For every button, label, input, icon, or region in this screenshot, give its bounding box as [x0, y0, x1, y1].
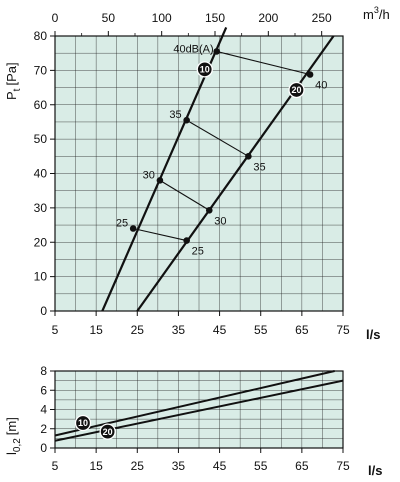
sound-label-10: 35 — [169, 109, 181, 121]
sound-label-20: 30 — [214, 215, 226, 227]
sound-level-line — [186, 119, 249, 157]
y-tick-label: 0 — [40, 304, 47, 318]
throw-y-axis-label: l0,2[m] — [4, 417, 23, 455]
sound-level-line — [133, 227, 187, 242]
sound-label-10: 25 — [116, 218, 128, 230]
y-tick-label: 40 — [34, 167, 48, 181]
x-tick-label: 65 — [295, 459, 309, 473]
y-tick-label: 20 — [34, 235, 48, 249]
series-badge-20-marker — [99, 423, 116, 440]
x-tick-label: 35 — [172, 323, 186, 337]
series-group — [101, 26, 335, 312]
series-line-20 — [136, 35, 335, 312]
y-tick-label: 6 — [40, 383, 47, 397]
series-badge-10-label: 10 — [200, 65, 210, 75]
x-tick-label: 45 — [213, 323, 227, 337]
y-tick-label: 10 — [34, 270, 48, 284]
sound-point-20 — [205, 206, 213, 214]
sound-point-10 — [129, 225, 137, 232]
y-tick-label: 60 — [34, 98, 48, 112]
sound-point-20 — [245, 153, 252, 160]
y-tick-label: 0 — [40, 441, 47, 455]
top-tick-label: 200 — [258, 11, 278, 25]
sound-label-20: 35 — [253, 161, 265, 173]
sound-point-20 — [306, 71, 314, 78]
throw-x-axis-label: l/s — [368, 463, 382, 478]
x-tick-label: 5 — [52, 323, 59, 337]
sound-point-10 — [183, 116, 190, 124]
series-badge-10-marker — [196, 61, 213, 78]
series-line-10 — [101, 35, 224, 312]
x-tick-label: 35 — [172, 459, 186, 473]
x-tick-label: 55 — [254, 459, 268, 473]
x-tick-label: 25 — [131, 459, 145, 473]
pressure-y-axis-label: Pt[Pa] — [4, 62, 23, 100]
sound-point-10 — [213, 48, 220, 55]
sound-point-20 — [183, 237, 190, 244]
y-tick-label: 2 — [40, 422, 47, 436]
series-badge-20-marker — [288, 81, 305, 99]
series-badge-20-label: 20 — [103, 427, 113, 437]
x-tick-label: 65 — [295, 323, 309, 337]
sound-level-line — [216, 50, 311, 76]
y-tick-label: 80 — [34, 29, 48, 43]
top-tick-label: 150 — [205, 11, 225, 25]
x-tick-label: 45 — [213, 459, 227, 473]
sound-point-10 — [156, 177, 164, 184]
series-line-10 — [54, 370, 335, 437]
sound-label-10: 40dB(A) — [173, 43, 213, 55]
x-tick-label: 75 — [336, 323, 350, 337]
y-tick-label: 4 — [40, 403, 47, 417]
y-tick-label: 70 — [34, 63, 48, 77]
series-badge-10-marker — [74, 414, 92, 432]
y-tick-label: 8 — [40, 364, 47, 378]
y-tick-label: 50 — [34, 132, 48, 146]
top-axis-unit: m3/h — [363, 5, 390, 22]
x-tick-label: 55 — [254, 323, 268, 337]
x-tick-label: 15 — [89, 459, 103, 473]
series-badge-10-label: 10 — [78, 418, 88, 428]
x-tick-label: 5 — [52, 459, 59, 473]
throw-panel: 5 15 25 35 45 55 65 75 0 2 4 6 8 10 20 — [40, 364, 350, 473]
pressure-panel: 5 15 25 35 45 55 65 75 0 50 100 150 200 250 0 10 20 30 40 5… — [34, 11, 350, 337]
series-badge-20-label: 20 — [292, 85, 302, 95]
top-tick-label: 100 — [152, 11, 172, 25]
sound-level-line — [159, 179, 210, 211]
top-tick-label: 0 — [52, 11, 59, 25]
x-tick-label: 75 — [336, 459, 350, 473]
x-tick-label: 15 — [89, 323, 103, 337]
pressure-x-axis-label: l/s — [366, 327, 380, 342]
top-tick-label: 250 — [312, 11, 332, 25]
sound-label-20: 40 — [315, 80, 327, 92]
sound-label-10: 30 — [143, 169, 155, 181]
top-tick-label: 50 — [102, 11, 116, 25]
x-tick-label: 25 — [131, 323, 145, 337]
axis-titles: m3/h Pt[Pa] l0,2[m] l/s l/s — [4, 5, 390, 478]
y-tick-label: 30 — [34, 201, 48, 215]
series-line-10-extension — [221, 26, 228, 37]
sound-label-20: 25 — [192, 246, 204, 258]
